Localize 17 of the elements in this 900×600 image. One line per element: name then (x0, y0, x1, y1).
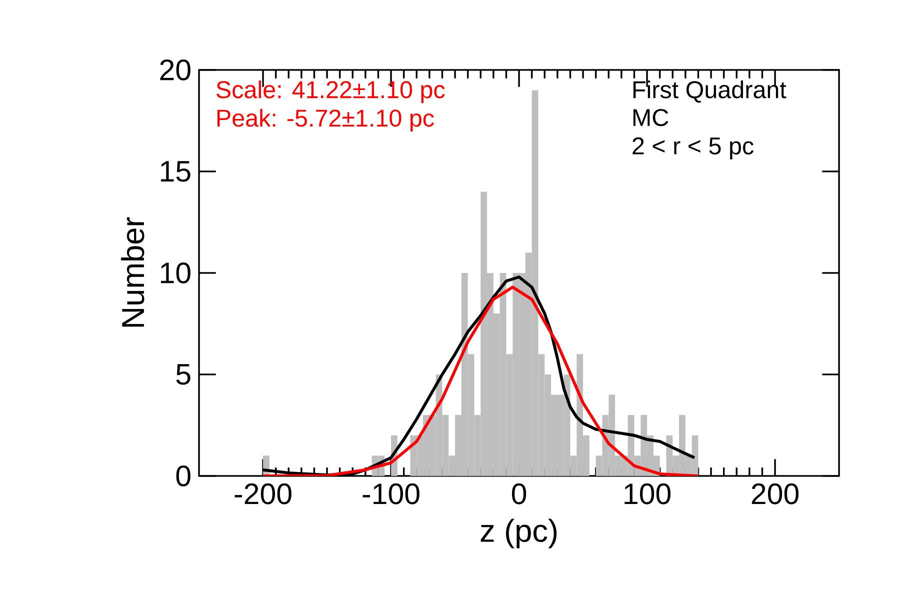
y-tick-label: 0 (176, 465, 190, 486)
y-tick-label: 10 (160, 262, 190, 284)
x-tick-label: 200 (752, 483, 799, 504)
x-tick-label: 100 (624, 483, 671, 504)
annotation: Scale: 41.22±1.10 pc (216, 80, 445, 104)
y-tick-label: 5 (176, 364, 190, 385)
y-tick-label: 15 (160, 161, 190, 182)
annotation: 2 < r < 5 pc (632, 137, 754, 160)
y-tick-label: 20 (160, 59, 190, 80)
x-tick-label: -200 (234, 483, 292, 504)
y-axis-title: Number (121, 217, 144, 327)
annotation: MC (633, 108, 668, 126)
x-tick-label: -100 (362, 483, 420, 504)
x-tick-label: 0 (512, 483, 526, 504)
x-axis-title: z (pc) (480, 518, 557, 548)
annotation: Peak: -5.72±1.10 pc (217, 108, 434, 132)
annotation: First Quadrant (633, 80, 786, 103)
